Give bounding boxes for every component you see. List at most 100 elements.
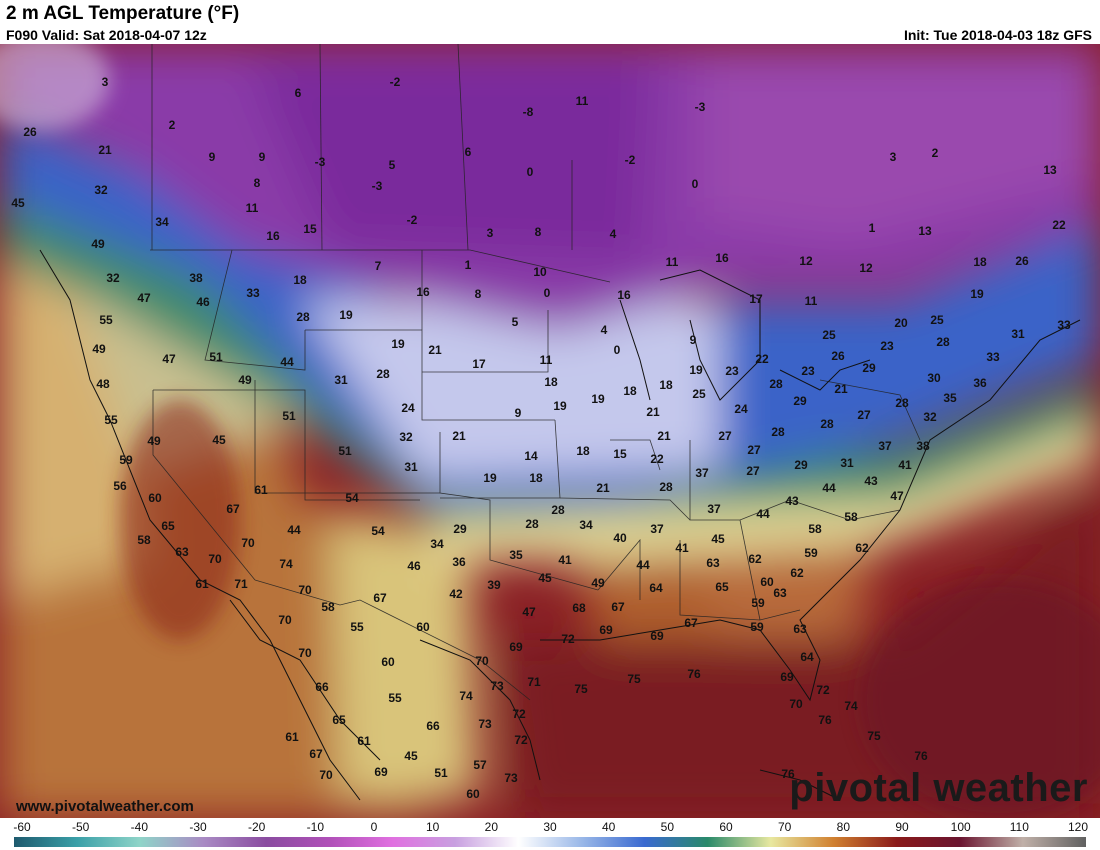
temperature-value: 17	[749, 292, 763, 306]
temperature-value: 9	[690, 333, 697, 347]
temperature-value: 29	[862, 361, 876, 375]
temperature-value: 37	[878, 439, 892, 453]
temperature-value: 25	[692, 387, 706, 401]
temperature-value: 18	[576, 444, 590, 458]
temperature-value: 34	[579, 518, 593, 532]
temperature-value: 73	[504, 771, 518, 785]
temperature-value: 63	[773, 586, 787, 600]
temperature-value: 18	[623, 384, 637, 398]
temperature-value: 23	[801, 364, 815, 378]
temperature-value: 28	[771, 425, 785, 439]
temperature-value: 76	[914, 749, 928, 763]
temperature-value: 74	[279, 557, 293, 571]
temperature-value: 54	[371, 524, 385, 538]
temperature-value: 71	[527, 675, 541, 689]
temperature-value: 28	[659, 480, 673, 494]
temperature-value: 46	[407, 559, 421, 573]
temperature-value: 9	[209, 150, 216, 164]
temperature-value: 61	[357, 734, 371, 748]
temperature-value: 16	[416, 285, 430, 299]
temperature-value: 55	[388, 691, 402, 705]
colorbar-tick-label: 30	[543, 820, 557, 834]
map-title: 2 m AGL Temperature (°F)	[6, 3, 240, 24]
temperature-value: 29	[453, 522, 467, 536]
temperature-value: 70	[475, 654, 489, 668]
temperature-value: 15	[613, 447, 627, 461]
colorbar-ramp	[14, 837, 1086, 847]
temperature-value: 28	[769, 377, 783, 391]
temperature-value: 31	[1011, 327, 1025, 341]
temperature-value: 13	[1043, 163, 1057, 177]
temperature-value: 51	[338, 444, 352, 458]
temperature-value: 30	[927, 371, 941, 385]
temperature-value: 72	[816, 683, 830, 697]
website-label[interactable]: www.pivotalweather.com	[16, 798, 194, 815]
temperature-value: 66	[315, 680, 329, 694]
colorbar-tick-label: 50	[660, 820, 675, 834]
colorbar-tick-label: 110	[1009, 820, 1029, 834]
temperature-value: 37	[695, 466, 709, 480]
temperature-value: 70	[208, 552, 222, 566]
temperature-value: 63	[706, 556, 720, 570]
temperature-value: 21	[452, 429, 466, 443]
state-borders	[150, 44, 921, 701]
temperature-value: 11	[246, 201, 259, 215]
temperature-value: 20	[894, 316, 908, 330]
temperature-value: 41	[558, 553, 572, 567]
temperature-value: 49	[91, 237, 105, 251]
temperature-value: 61	[285, 730, 299, 744]
temperature-value: 9	[515, 406, 522, 420]
temperature-value: 63	[793, 622, 807, 636]
temperature-value: 62	[748, 552, 762, 566]
temperature-value: 65	[332, 713, 346, 727]
temperature-value: 22	[1052, 218, 1066, 232]
coastlines	[39, 249, 1081, 801]
temperature-value: 56	[113, 479, 127, 493]
temperature-value: 12	[799, 254, 813, 268]
model-init-time: Init: Tue 2018-04-03 18z GFS	[903, 27, 1092, 43]
temperature-map[interactable]: 3 6 -2 11 -3 -8 26 2 21 9 9 -3 5 6 -2 3 2 13 32 8 -3 0 0 45 11 -2…	[0, 44, 1100, 818]
temperature-value: 34	[430, 537, 444, 551]
temperature-value: 60	[466, 787, 480, 801]
temperature-value: 19	[483, 471, 497, 485]
temperature-value: 55	[350, 620, 364, 634]
temperature-value: 28	[551, 503, 565, 517]
temperature-value: 37	[707, 502, 721, 516]
temperature-value: 70	[278, 613, 292, 627]
temperature-value: 11	[666, 255, 679, 269]
temperature-value: 35	[943, 391, 957, 405]
temperature-value: 32	[399, 430, 413, 444]
temperature-value: 33	[1057, 318, 1071, 332]
temperature-value: 70	[298, 646, 312, 660]
temperature-value: 0	[544, 286, 551, 300]
temperature-value: 61	[195, 577, 209, 591]
temperature-colorbar: -60 -50 -40 -30 -20 -10 0 10 20 30 40 50 60 70 80 90 100…	[0, 818, 1100, 850]
temperature-value: 69	[599, 623, 613, 637]
temperature-value: 67	[611, 600, 625, 614]
temperature-value: 60	[416, 620, 430, 634]
temperature-value: 74	[844, 699, 858, 713]
temperature-value: 49	[147, 434, 161, 448]
temperature-value: 7	[375, 259, 382, 273]
temperature-value: 62	[855, 541, 869, 555]
temperature-value: 0	[527, 165, 534, 179]
temperature-value: 73	[490, 679, 504, 693]
temperature-value: 35	[509, 548, 523, 562]
temperature-value: 28	[296, 310, 310, 324]
temperature-value: 16	[715, 251, 729, 265]
temperature-value: -2	[625, 153, 636, 167]
temperature-value: 1	[869, 221, 876, 235]
colorbar-tick-label: -20	[247, 820, 266, 834]
temperature-value: 18	[529, 471, 543, 485]
temperature-value: 2	[169, 118, 176, 132]
temperature-value: 44	[636, 558, 650, 572]
temperature-value: 55	[99, 313, 113, 327]
temperature-value: 31	[840, 456, 854, 470]
temperature-value: 19	[339, 308, 353, 322]
temperature-value: 15	[303, 222, 317, 236]
temperature-value: 13	[918, 224, 932, 238]
temperature-value: 71	[234, 577, 248, 591]
temperature-value: 36	[452, 555, 466, 569]
colorbar-tick-label: 60	[719, 820, 733, 834]
